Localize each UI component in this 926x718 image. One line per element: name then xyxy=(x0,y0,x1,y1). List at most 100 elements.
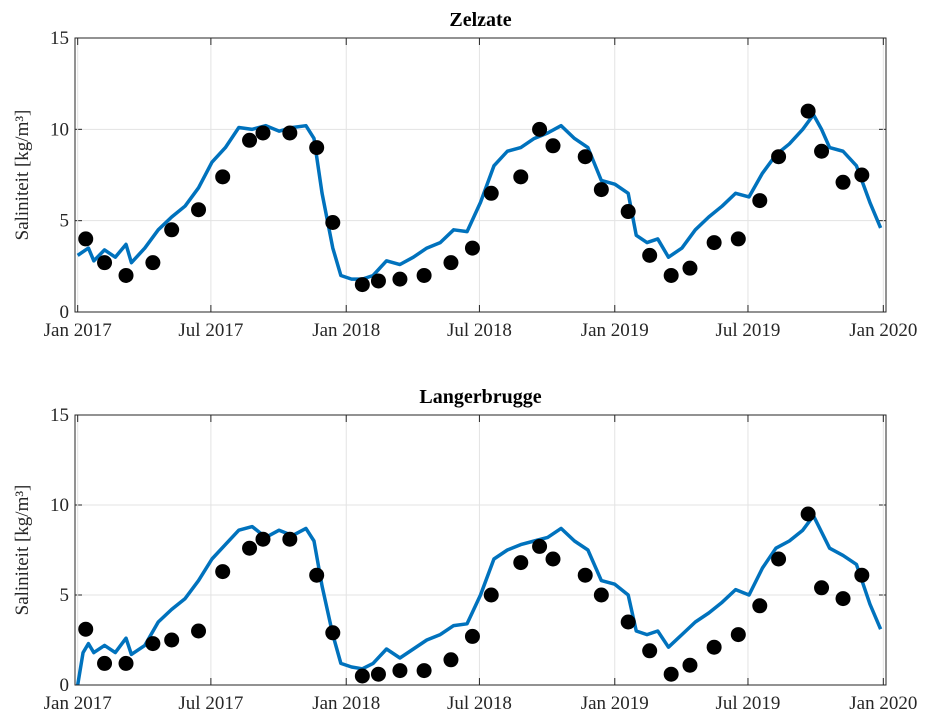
data-point xyxy=(642,643,658,659)
data-point xyxy=(464,240,480,256)
plot-area xyxy=(75,415,886,685)
data-point xyxy=(242,132,258,148)
data-point xyxy=(309,567,325,583)
data-point xyxy=(682,260,698,276)
data-point xyxy=(800,506,816,522)
x-tick-label: Jan 2018 xyxy=(312,693,380,714)
x-tick-label: Jan 2017 xyxy=(44,693,112,714)
data-point xyxy=(730,231,746,247)
data-point xyxy=(532,121,548,137)
x-tick-label: Jul 2017 xyxy=(178,693,243,714)
data-point xyxy=(854,567,870,583)
data-point xyxy=(752,193,768,209)
data-point xyxy=(513,169,529,185)
subplot: 0 5 10 15 Jan 2017 Jul 2017 Jan 2018 Jul 2018 Ja… xyxy=(12,386,917,714)
chart-title: Langerbrugge xyxy=(419,386,541,408)
data-point xyxy=(464,628,480,644)
data-point xyxy=(483,587,499,603)
x-tick-label: Jul 2017 xyxy=(178,320,243,341)
y-axis-label: Saliniteit [kg/m³] xyxy=(12,110,33,241)
y-tick-label: 0 xyxy=(60,302,70,323)
data-point xyxy=(191,623,207,639)
subplot: 0 5 10 15 Jan 2017 Jul 2017 Jan 2018 Jul 2018 Ja… xyxy=(12,9,917,341)
x-tick-label: Jan 2019 xyxy=(581,693,649,714)
data-point xyxy=(620,204,636,220)
data-point xyxy=(309,140,325,156)
data-point xyxy=(118,655,134,671)
data-point xyxy=(97,255,113,271)
x-tick-label: Jul 2019 xyxy=(716,320,781,341)
data-point xyxy=(164,632,180,648)
data-point xyxy=(164,222,180,238)
data-point xyxy=(416,663,432,679)
data-point xyxy=(242,540,258,556)
y-axis-label: Saliniteit [kg/m³] xyxy=(12,485,33,616)
data-point xyxy=(771,149,787,165)
data-point xyxy=(443,255,459,271)
axes-box xyxy=(74,414,887,686)
series-line xyxy=(76,112,883,281)
data-point xyxy=(78,231,94,247)
data-point xyxy=(215,169,231,185)
data-point xyxy=(370,666,386,682)
data-point xyxy=(191,202,207,218)
data-point xyxy=(854,167,870,183)
data-point xyxy=(642,247,658,263)
data-point xyxy=(325,214,341,230)
data-point xyxy=(255,531,271,547)
data-point xyxy=(282,125,298,141)
data-point xyxy=(706,639,722,655)
data-point xyxy=(392,271,408,287)
data-point xyxy=(215,564,231,580)
data-point xyxy=(545,551,561,567)
data-point xyxy=(682,657,698,673)
data-point xyxy=(483,185,499,201)
x-tick-label: Jul 2018 xyxy=(447,693,512,714)
data-point xyxy=(706,235,722,251)
data-point xyxy=(577,567,593,583)
data-point xyxy=(145,255,161,271)
x-tick-label: Jan 2017 xyxy=(44,320,112,341)
x-tick-label: Jan 2020 xyxy=(849,693,917,714)
x-tick-label: Jan 2020 xyxy=(849,320,917,341)
data-point xyxy=(443,652,459,668)
data-point xyxy=(593,182,609,198)
data-point xyxy=(545,138,561,154)
data-point xyxy=(577,149,593,165)
data-point xyxy=(771,551,787,567)
data-point xyxy=(78,621,94,637)
y-tick-label: 15 xyxy=(50,28,69,49)
y-tick-label: 10 xyxy=(50,119,69,140)
data-point xyxy=(814,580,830,596)
y-tick-label: 5 xyxy=(60,211,70,232)
y-tick-label: 5 xyxy=(60,585,70,606)
data-point xyxy=(752,598,768,614)
data-point xyxy=(730,627,746,643)
data-point xyxy=(255,125,271,141)
plot-area xyxy=(75,38,886,312)
data-point xyxy=(392,663,408,679)
data-point xyxy=(354,277,370,293)
data-point xyxy=(325,625,341,641)
data-point xyxy=(663,267,679,283)
x-tick-label: Jul 2019 xyxy=(716,693,781,714)
data-point xyxy=(354,668,370,684)
chart-title: Zelzate xyxy=(449,9,511,31)
y-tick-label: 0 xyxy=(60,675,70,696)
series-line xyxy=(75,514,883,686)
data-point xyxy=(416,267,432,283)
y-tick-label: 10 xyxy=(50,495,69,516)
data-point xyxy=(145,636,161,652)
data-point xyxy=(800,103,816,119)
x-tick-label: Jul 2018 xyxy=(447,320,512,341)
x-tick-label: Jan 2018 xyxy=(312,320,380,341)
data-point xyxy=(370,273,386,289)
data-point xyxy=(620,614,636,630)
data-point xyxy=(835,591,851,607)
data-point xyxy=(532,538,548,554)
data-point xyxy=(97,655,113,671)
y-tick-label: 15 xyxy=(50,405,69,426)
data-point xyxy=(282,531,298,547)
data-point xyxy=(593,587,609,603)
